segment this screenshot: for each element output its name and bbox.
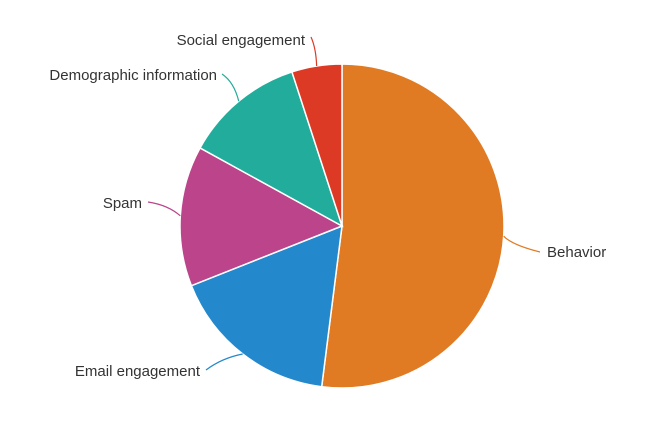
data-label-behavior: Behavior bbox=[547, 244, 606, 261]
pie-slice-email-engagement bbox=[190, 224, 343, 388]
leader-line-demographic-information bbox=[221, 73, 240, 102]
data-label-demographic-information: Demographic information bbox=[49, 67, 217, 84]
data-label-spam: Spam bbox=[103, 195, 142, 212]
leader-line-email-engagement bbox=[205, 353, 243, 371]
leader-line-behavior bbox=[503, 235, 541, 253]
data-label-social-engagement: Social engagement bbox=[177, 32, 306, 49]
pie-slice-behavior bbox=[320, 63, 505, 389]
leader-line-social-engagement bbox=[310, 36, 318, 67]
leader-line-spam bbox=[147, 201, 181, 217]
data-label-email-engagement: Email engagement bbox=[75, 363, 201, 380]
pie-slice-social-engagement bbox=[290, 63, 343, 227]
